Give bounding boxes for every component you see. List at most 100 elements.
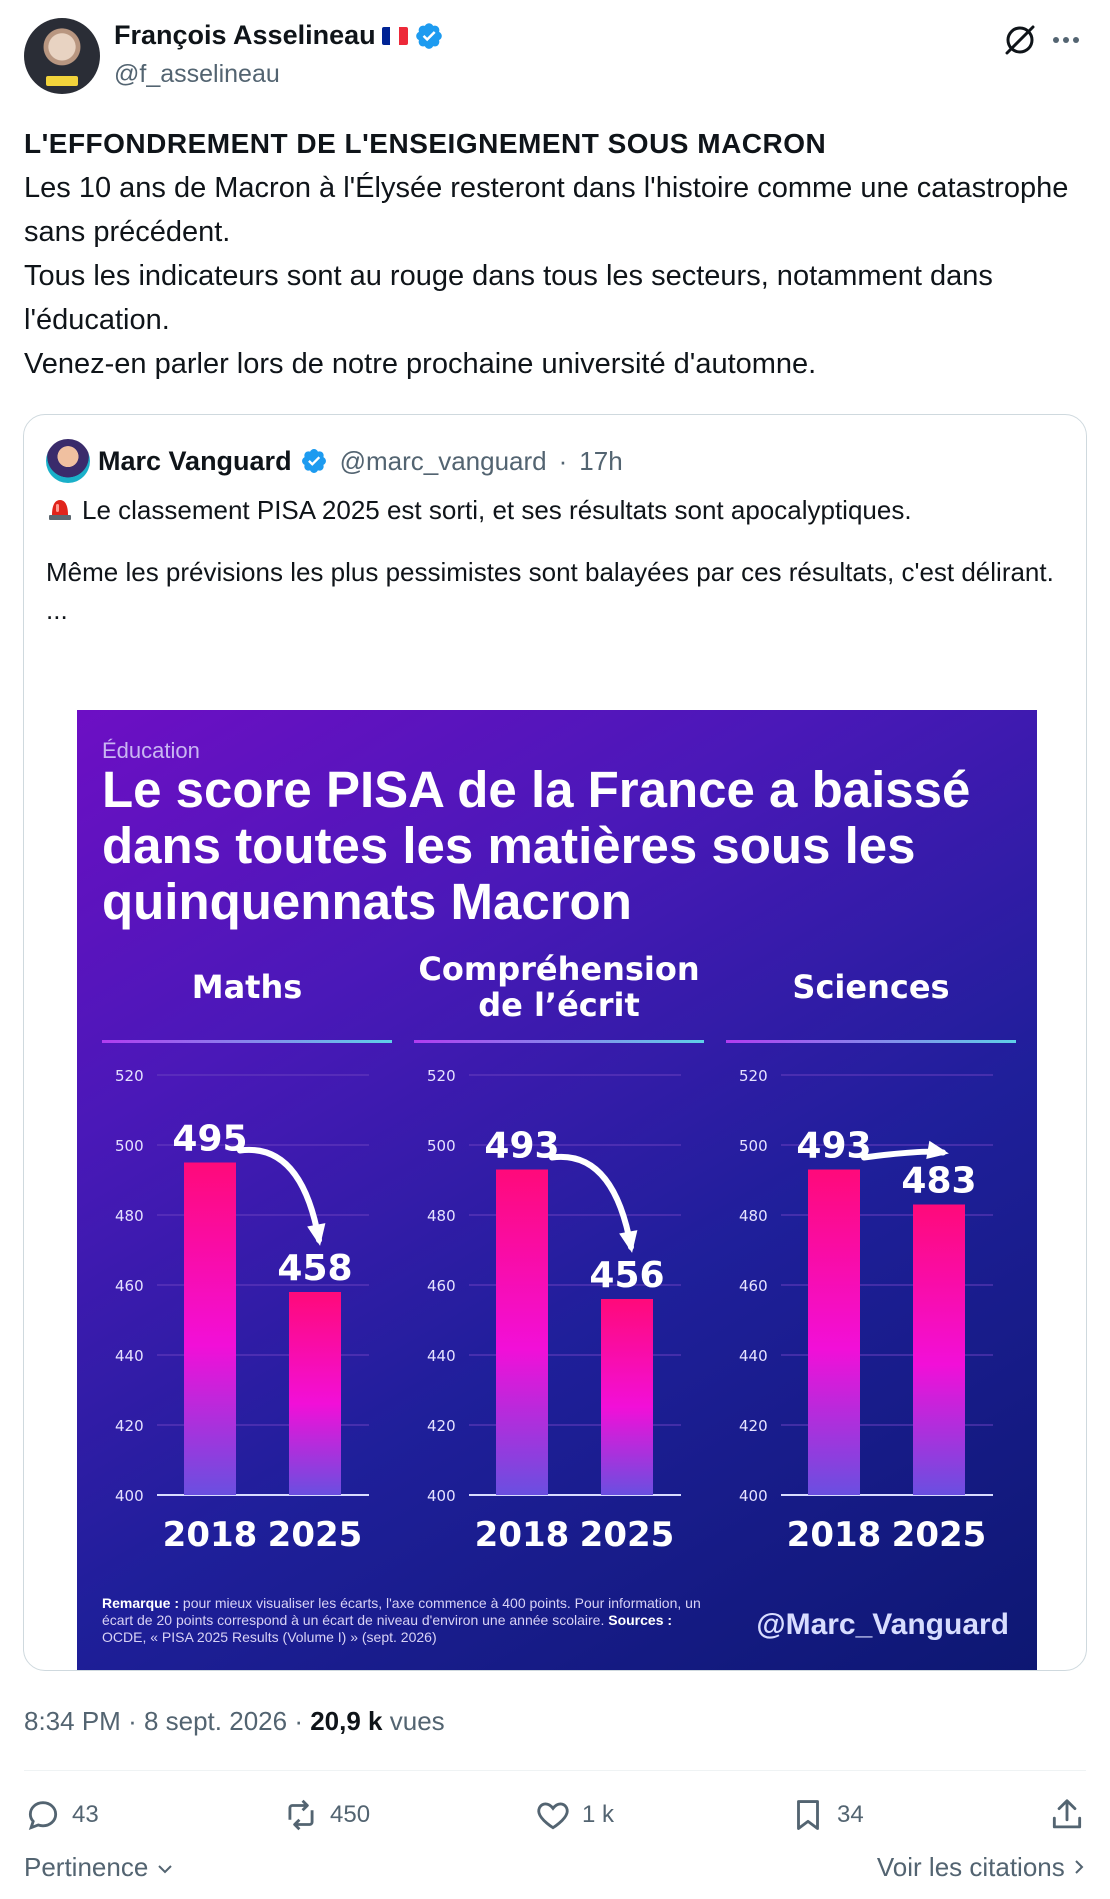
view-quotes-label: Voir les citations <box>876 1852 1065 1882</box>
data-label: 493 <box>484 1126 559 1167</box>
verified-badge-icon <box>415 22 442 49</box>
bookmark-icon <box>797 1800 819 1830</box>
infographic-category: Éducation <box>102 738 200 763</box>
post-time[interactable]: 8:34 PM <box>24 1706 121 1736</box>
action-bar: 43 450 1 k 34 <box>24 1790 1086 1846</box>
quoted-post-age: 17h <box>579 445 623 476</box>
bar <box>184 1162 236 1495</box>
y-tick-label: 420 <box>739 1417 768 1435</box>
bar <box>496 1169 548 1495</box>
reply-icon <box>28 1801 58 1831</box>
quoted-post-ellipsis: ... <box>46 595 68 625</box>
chart-title: Compréhension <box>418 950 699 988</box>
repost-count: 450 <box>330 1801 371 1828</box>
data-label: 493 <box>796 1126 871 1167</box>
data-label: 458 <box>277 1248 352 1289</box>
post-paragraph: Les 10 ans de Macron à l'Élysée resteron… <box>24 172 1069 248</box>
view-count: 20,9 k <box>310 1706 383 1736</box>
infographic-title: Le score PISA de la France a baissé dans… <box>102 761 971 930</box>
divider <box>24 1770 1086 1771</box>
y-tick-label: 460 <box>115 1277 144 1295</box>
chart-header-line <box>726 1040 1016 1043</box>
trend-arrow-head <box>307 1223 326 1246</box>
quoted-post-header: Marc Vanguard @marc_vanguard · 17h <box>46 439 623 483</box>
y-tick-label: 460 <box>739 1277 768 1295</box>
separator-dot: · <box>558 445 568 476</box>
bar <box>913 1204 965 1495</box>
heart-icon <box>537 1802 569 1830</box>
grok-icon[interactable] <box>1000 20 1040 60</box>
note-text: pour mieux visualiser les écarts, l'axe … <box>102 1595 701 1628</box>
author-name[interactable]: François Asselineau <box>114 20 376 50</box>
view-quotes-link[interactable]: Voir les citations <box>877 1852 1086 1883</box>
y-tick-label: 500 <box>115 1137 144 1155</box>
siren-emoji-icon <box>49 500 71 520</box>
y-tick-label: 400 <box>115 1487 144 1505</box>
post-body: L'EFFONDREMENT DE L'ENSEIGNEMENT SOUS MA… <box>24 122 1086 386</box>
pisa-charts: Maths 520 500 480 460 440 420 400 495 2018 458 2025… <box>102 950 1016 1555</box>
like-button[interactable]: 1 k <box>534 1796 614 1834</box>
y-tick-label: 520 <box>739 1067 768 1085</box>
y-tick-label: 440 <box>739 1347 768 1365</box>
y-tick-label: 460 <box>427 1277 456 1295</box>
like-count: 1 k <box>582 1801 615 1828</box>
repost-icon <box>288 1799 314 1831</box>
quoted-post-line: Le classement PISA 2025 est sorti, et se… <box>46 491 1066 529</box>
separator-dot: · <box>128 1706 144 1736</box>
y-tick-label: 440 <box>427 1347 456 1365</box>
author-handle[interactable]: @f_asselineau <box>114 60 280 88</box>
sort-label: Pertinence <box>24 1852 149 1882</box>
separator-dot: · <box>294 1706 311 1736</box>
post-title: L'EFFONDREMENT DE L'ENSEIGNEMENT SOUS MA… <box>24 128 827 159</box>
post-date[interactable]: 8 sept. 2026 <box>143 1706 288 1736</box>
more-options-icon[interactable] <box>1046 20 1086 60</box>
y-tick-label: 420 <box>115 1417 144 1435</box>
quoted-post[interactable]: Marc Vanguard @marc_vanguard · 17h Le cl… <box>23 414 1087 1671</box>
views-label: vues <box>389 1706 445 1736</box>
x-tick-label: 2025 <box>268 1515 363 1555</box>
x-tick-label: 2018 <box>475 1515 570 1555</box>
quoted-author-handle: @marc_vanguard <box>339 445 547 476</box>
share-icon <box>1052 1799 1082 1829</box>
quoted-author-name: Marc Vanguard <box>98 445 292 476</box>
author-avatar[interactable] <box>24 18 100 94</box>
y-tick-label: 480 <box>739 1207 768 1225</box>
author-name-row: François Asselineau <box>114 20 444 51</box>
replies-controls: Pertinence Voir les citations <box>24 1850 1086 1890</box>
y-tick-label: 400 <box>739 1487 768 1505</box>
quoted-post-text: Le classement PISA 2025 est sorti, et se… <box>46 491 1066 629</box>
x-tick-label: 2018 <box>787 1515 882 1555</box>
bookmark-button[interactable]: 34 <box>789 1796 864 1834</box>
post-header: François Asselineau @f_asselineau <box>24 18 1086 98</box>
repost-button[interactable]: 450 <box>282 1796 370 1834</box>
sort-dropdown[interactable]: Pertinence <box>24 1852 174 1883</box>
french-flag-icon <box>381 26 408 45</box>
chart-header-line <box>102 1040 392 1043</box>
y-tick-label: 480 <box>427 1207 456 1225</box>
quoted-post-line1: Le classement PISA 2025 est sorti, et se… <box>82 495 912 525</box>
chevron-down-icon <box>157 1865 172 1874</box>
post-paragraph: Tous les indicateurs sont au rouge dans … <box>24 260 993 336</box>
y-tick-label: 420 <box>427 1417 456 1435</box>
trend-arrow <box>549 1153 634 1250</box>
reply-button[interactable]: 43 <box>24 1796 99 1834</box>
reply-count: 43 <box>72 1801 99 1828</box>
chart-title: de l’écrit <box>478 986 640 1024</box>
share-button[interactable] <box>1048 1796 1086 1834</box>
data-label: 456 <box>589 1255 664 1296</box>
pisa-infographic[interactable]: Éducation Le score PISA de la France a b… <box>77 710 1037 1670</box>
data-label: 495 <box>172 1119 247 1160</box>
infographic-note: Remarque : pour mieux visualiser les éca… <box>102 1595 702 1646</box>
y-tick-label: 400 <box>427 1487 456 1505</box>
x-tick-label: 2018 <box>163 1515 258 1555</box>
chart-title: Sciences <box>792 968 949 1006</box>
quoted-author-avatar <box>46 439 90 483</box>
x-tick-label: 2025 <box>580 1515 675 1555</box>
chevron-right-icon <box>1075 1860 1084 1874</box>
trend-arrow <box>237 1146 322 1243</box>
sources-text: OCDE, « PISA 2025 Results (Volume I) » (… <box>102 1629 437 1645</box>
post-meta: 8:34 PM · 8 sept. 2026 · 20,9 k vues <box>24 1706 445 1737</box>
quoted-post-line2: Même les prévisions les plus pessimistes… <box>46 557 1054 587</box>
trend-arrow-head <box>926 1140 949 1160</box>
bar <box>601 1299 653 1495</box>
